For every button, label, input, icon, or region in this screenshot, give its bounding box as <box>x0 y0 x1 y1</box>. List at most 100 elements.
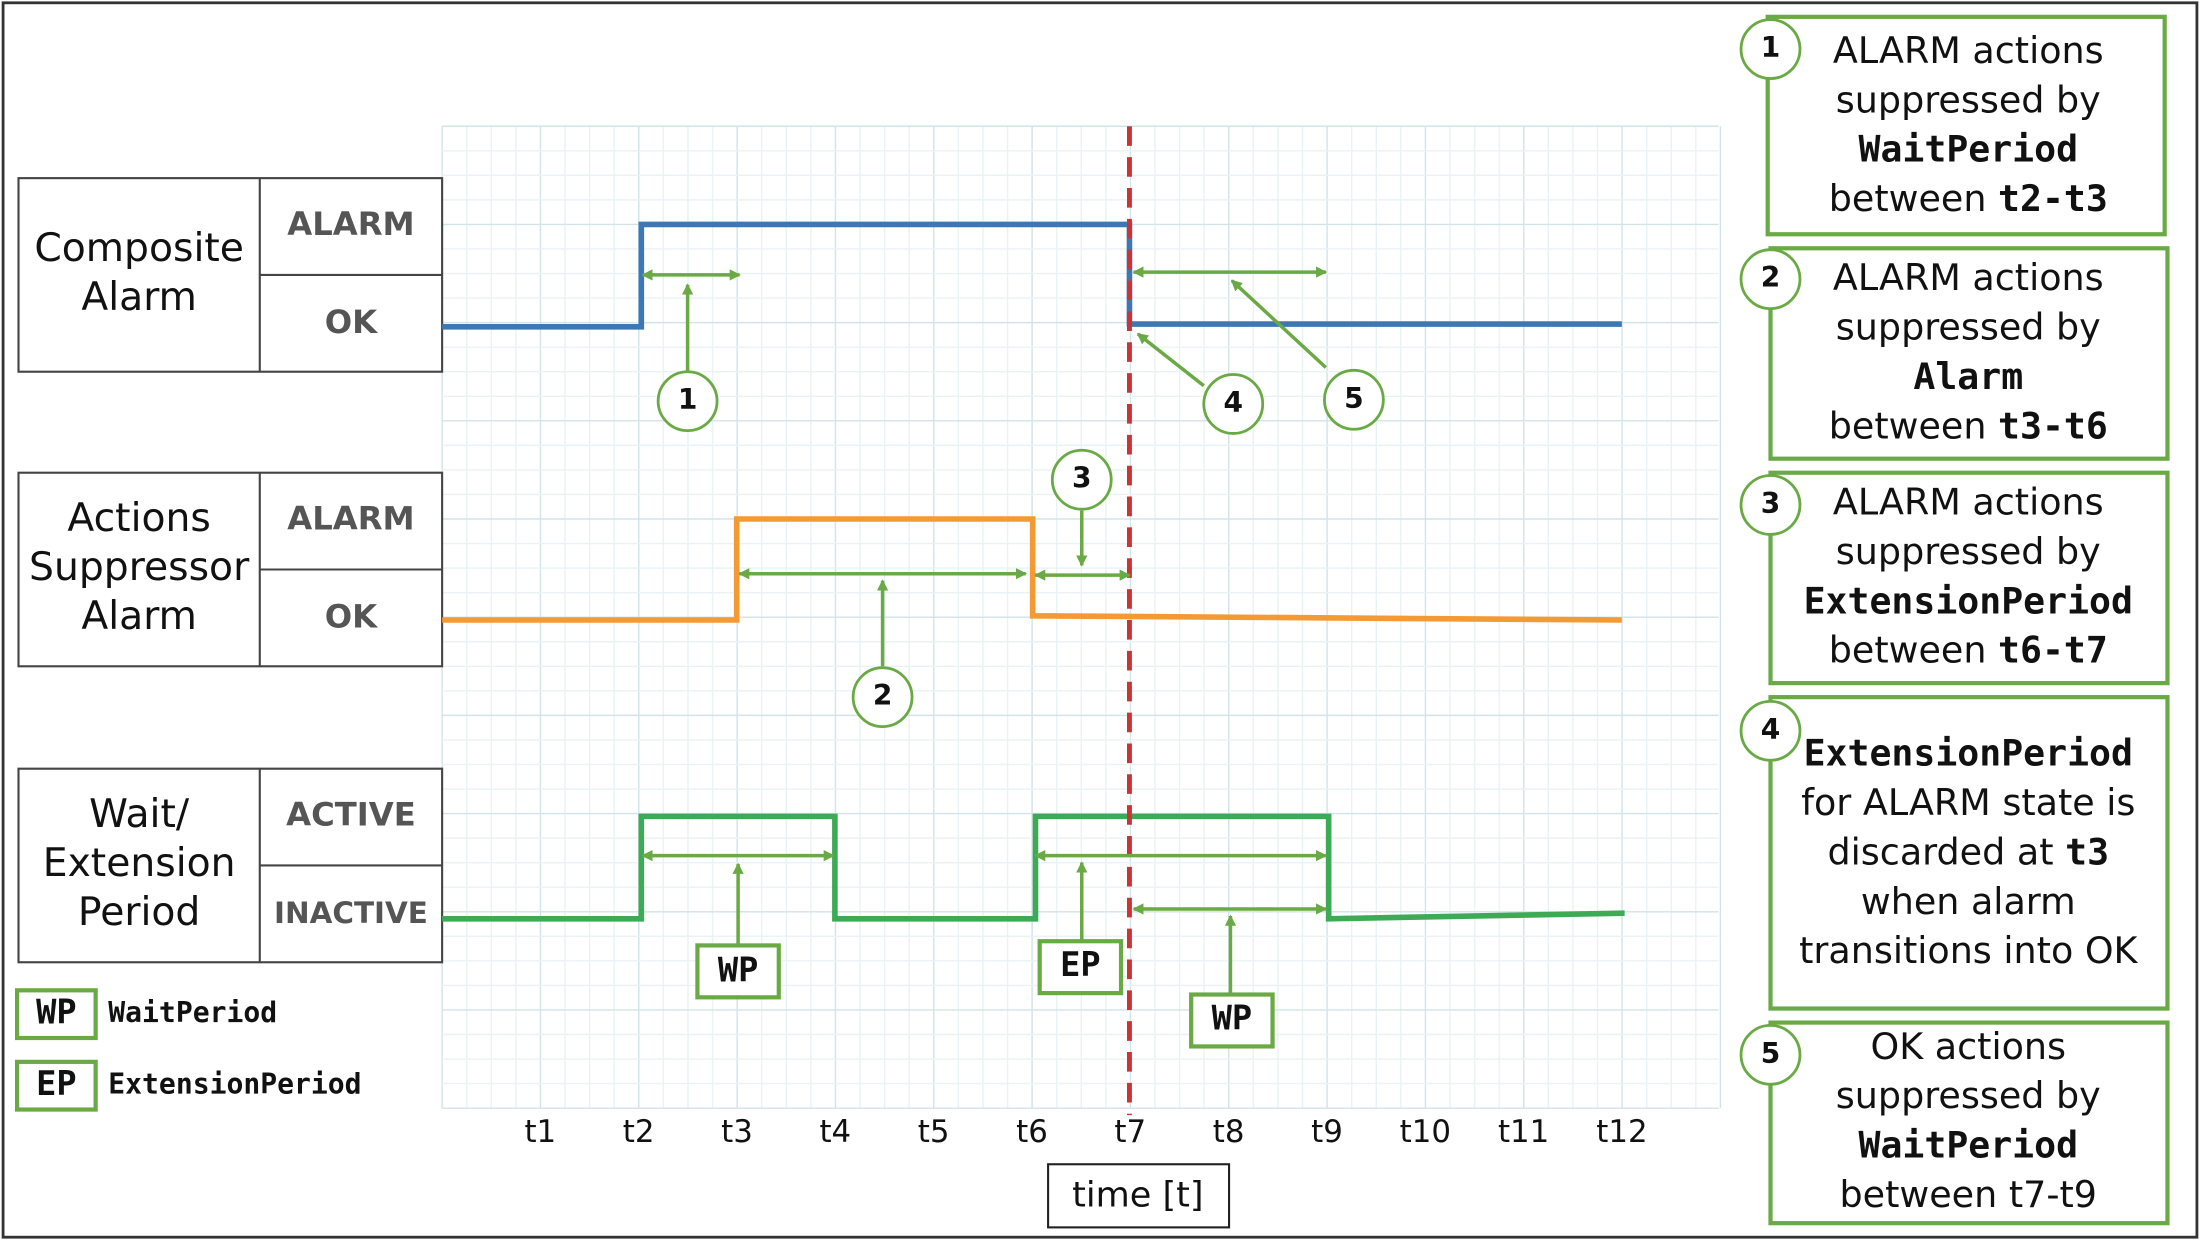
lane-label: Actions <box>67 496 210 541</box>
callout-number: 3 <box>1072 462 1092 495</box>
lane-label: Composite <box>34 226 244 271</box>
callout-circle <box>1323 368 1385 431</box>
note-number: 5 <box>1761 1037 1781 1070</box>
legend-box <box>15 1059 98 1112</box>
note-line: ALARM actions <box>1833 28 2104 71</box>
time-tick: t5 <box>918 1114 950 1150</box>
note-text: ExtensionPeriod <box>1804 731 2133 774</box>
note-line: transitions into OK <box>1799 929 2138 972</box>
note-number: 1 <box>1761 31 1781 64</box>
legend-abbr: WP <box>36 993 77 1032</box>
marker-label: WP <box>718 951 759 990</box>
note-text: Alarm <box>1913 354 2023 397</box>
note-circle <box>1739 474 1802 536</box>
period-signal <box>442 813 1625 922</box>
note-box <box>1768 246 2170 461</box>
legend-name: WaitPeriod <box>108 996 277 1029</box>
time-tick: t7 <box>1114 1114 1146 1150</box>
note-line: suppressed by <box>1836 529 2101 572</box>
time-tick: t10 <box>1400 1114 1451 1150</box>
arrow <box>1230 279 1328 369</box>
state-label: ACTIVE <box>286 795 416 833</box>
note-circle <box>1739 1023 1802 1086</box>
lane-label: Alarm <box>81 275 197 320</box>
note-text: between <box>1829 628 1998 671</box>
lane-label: Suppressor <box>29 545 250 590</box>
time-tick: t1 <box>524 1114 556 1150</box>
note-text: suppressed by <box>1836 78 2101 121</box>
note-box <box>1768 695 2170 1011</box>
note-line: ExtensionPeriod <box>1804 579 2133 622</box>
note-text: WaitPeriod <box>1858 1123 2078 1166</box>
note-text: t3 <box>2065 830 2109 873</box>
callout-circle <box>1050 448 1113 511</box>
time-tick: t11 <box>1498 1114 1549 1150</box>
state-label: OK <box>325 303 378 341</box>
note-line: for ALARM state is <box>1801 781 2135 824</box>
axis-label: time [t] <box>1072 1175 1203 1216</box>
time-tick: t12 <box>1596 1114 1647 1150</box>
note-text: suppressed by <box>1836 1074 2101 1117</box>
note-line: ExtensionPeriod <box>1804 731 2133 774</box>
note-line: suppressed by <box>1836 305 2101 348</box>
marker-label: EP <box>1060 945 1101 984</box>
note-text: for ALARM state is <box>1801 781 2135 824</box>
time-tick: t2 <box>623 1114 655 1150</box>
note-text: discarded at <box>1828 830 2066 873</box>
note-line: suppressed by <box>1836 78 2101 121</box>
note-line: between t6-t7 <box>1829 628 2108 671</box>
time-tick: t8 <box>1213 1114 1245 1150</box>
legend-name: ExtensionPeriod <box>108 1068 361 1101</box>
note-text: t3-t6 <box>1998 404 2108 447</box>
note-circle <box>1739 699 1802 762</box>
legend-abbr: EP <box>36 1064 77 1103</box>
lane-label: Period <box>78 890 200 935</box>
note-text: ALARM actions <box>1833 480 2104 523</box>
composite-signal <box>442 221 1622 330</box>
note-line: suppressed by <box>1836 1074 2101 1117</box>
note-text: WaitPeriod <box>1858 127 2078 170</box>
note-text: when alarm <box>1861 879 2076 922</box>
callout-circle <box>851 666 914 729</box>
note-line: between t2-t3 <box>1829 177 2108 220</box>
lane-label: Wait/ <box>89 792 190 837</box>
note-text: between t7-t9 <box>1840 1172 2097 1215</box>
callout-circle <box>656 370 719 433</box>
time-tick: t9 <box>1311 1114 1343 1150</box>
note-box <box>1768 470 2170 686</box>
note-line: WaitPeriod <box>1858 1123 2078 1166</box>
state-label: ALARM <box>287 205 414 243</box>
note-line: when alarm <box>1861 879 2076 922</box>
axis-label-box <box>1047 1163 1231 1229</box>
callout-number: 4 <box>1224 386 1244 419</box>
note-line: ALARM actions <box>1833 256 2104 299</box>
note-box <box>1765 14 2167 237</box>
note-line: WaitPeriod <box>1858 127 2078 170</box>
note-text: between <box>1829 404 1998 447</box>
note-line: ALARM actions <box>1833 480 2104 523</box>
note-text: ALARM actions <box>1833 256 2104 299</box>
lane-label: Alarm <box>81 594 197 639</box>
callout-number: 2 <box>873 679 893 712</box>
note-line: Alarm <box>1913 354 2023 397</box>
note-text: suppressed by <box>1836 529 2101 572</box>
marker-box <box>1189 992 1275 1049</box>
marker-label: WP <box>1212 998 1253 1037</box>
note-circle <box>1739 18 1802 80</box>
time-tick: t3 <box>721 1114 753 1150</box>
note-line: discarded at t3 <box>1828 830 2110 873</box>
note-circle <box>1739 248 1802 310</box>
note-line: between t7-t9 <box>1840 1172 2097 1215</box>
note-text: between <box>1829 177 1998 220</box>
note-text: transitions into OK <box>1799 929 2138 972</box>
note-line: between t3-t6 <box>1829 404 2108 447</box>
callout-number: 1 <box>678 383 698 416</box>
note-number: 2 <box>1761 261 1781 294</box>
lane-label: Extension <box>43 841 236 886</box>
callout-number: 5 <box>1344 382 1364 415</box>
marker-box <box>1037 939 1124 996</box>
note-text: t6-t7 <box>1998 628 2108 671</box>
state-label: ALARM <box>287 499 414 537</box>
